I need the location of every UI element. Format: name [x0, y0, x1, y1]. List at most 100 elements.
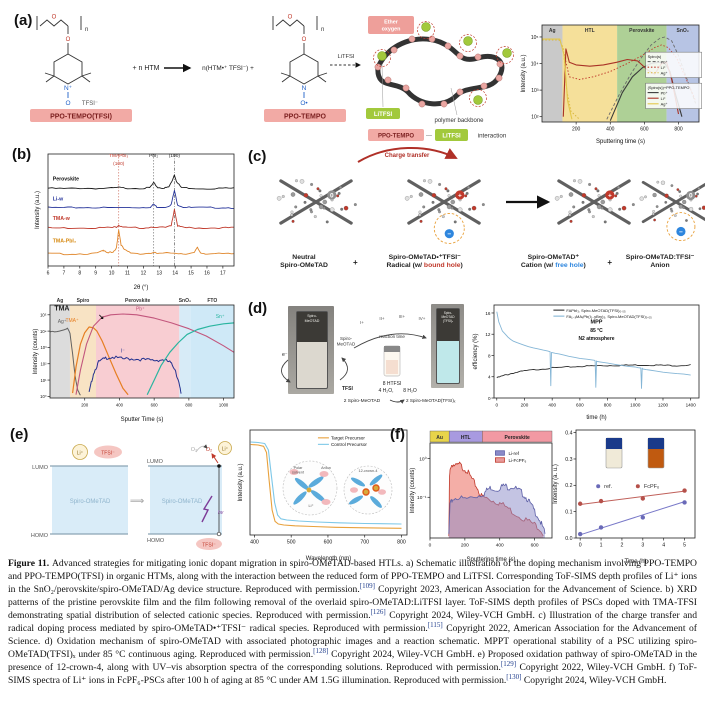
svg-text:Ether: Ether: [384, 20, 399, 26]
svg-text:reaction time: reaction time: [379, 334, 405, 339]
svg-text:(100): (100): [169, 153, 181, 159]
tfsi-badge: [196, 538, 222, 550]
svg-text:PPO-TEMPO: PPO-TEMPO: [284, 114, 327, 121]
svg-text:0.4: 0.4: [565, 430, 572, 436]
svg-text:Perovskite: Perovskite: [504, 435, 530, 441]
svg-text:n: n: [321, 27, 324, 33]
li-intensity-time-chart: 0 1 2 3 4 5 0.0 0.1 0.2 0.3 0.4 Time (h) Intensity (…: [553, 429, 696, 565]
svg-text:12: 12: [485, 332, 491, 337]
svg-text:10⁵: 10⁵: [531, 35, 539, 41]
svg-text:O: O: [302, 37, 307, 43]
svg-text:800: 800: [604, 403, 612, 408]
svg-text:10³: 10³: [40, 345, 47, 350]
svg-text:3: 3: [641, 543, 644, 549]
li-ion-badge: [218, 441, 232, 455]
svg-text:Pb⁺: Pb⁺: [136, 307, 145, 313]
svg-text:2: 2: [620, 543, 623, 549]
spiro-meotad-vial-photo: Spiro- MeOTAD: [288, 306, 334, 394]
svg-text:O₂: O₂: [191, 447, 197, 453]
svg-text:PPO-TEMPO: PPO-TEMPO: [378, 134, 414, 140]
svg-text:TMA-PbI₃: TMA-PbI₃: [53, 238, 77, 244]
plus-sign: +: [607, 258, 612, 267]
svg-text:800: 800: [397, 540, 406, 546]
svg-text:600: 600: [640, 127, 649, 133]
svg-text:O•: O•: [300, 100, 308, 107]
li-tof-sims-depth-profile-chart: Ag HTL Perovskite SnO₂ 200 400 600 800 10² 10³ 10⁴…: [521, 24, 702, 145]
svg-text:TFSI: TFSI: [342, 386, 353, 392]
svg-text:I+: I+: [360, 320, 364, 325]
svg-text:4: 4: [488, 375, 491, 380]
svg-text:0: 0: [579, 543, 582, 549]
ppo-tempo-tfsi-structure: n O O N⁺ O TFSI⁻ PPO-TEMPO(TFSI): [30, 15, 132, 122]
svg-text:6: 6: [47, 271, 50, 277]
svg-text:+: +: [458, 192, 462, 199]
svg-text:I⁻: I⁻: [121, 348, 125, 354]
svg-text:200: 200: [521, 403, 529, 408]
doping-mechanism-scheme: n O O N⁺ O TFSI⁻ PPO-TEMPO(TFSI) + n HTM…: [30, 15, 361, 122]
litfsi-arrow-label: LiTFSI: [337, 54, 354, 60]
svg-text:Perovskite: Perovskite: [125, 298, 151, 304]
svg-text:500: 500: [287, 540, 296, 546]
svg-text:LiTFSI: LiTFSI: [374, 112, 393, 118]
ppo-tempo-label-box: [264, 109, 346, 122]
svg-text:Intensity (a.u.): Intensity (a.u.): [521, 54, 527, 92]
svg-text:Li⁺: Li⁺: [309, 504, 314, 508]
svg-text:Ag⁺: Ag⁺: [58, 319, 67, 325]
svg-text:Pb⁺: Pb⁺: [661, 59, 668, 64]
svg-text:HOMO: HOMO: [31, 533, 49, 539]
svg-text:Perovskite: Perovskite: [53, 177, 79, 183]
svg-text:0: 0: [330, 192, 334, 199]
svg-text:10⁰: 10⁰: [419, 456, 426, 462]
svg-text:Control Precursor: Control Precursor: [331, 442, 367, 447]
svg-text:16: 16: [485, 311, 491, 316]
svg-text:10⁵: 10⁵: [40, 313, 47, 318]
svg-text:1: 1: [600, 543, 603, 549]
svg-text:e⁻: e⁻: [282, 352, 288, 358]
ppo-tempo-tfsi-label-box: [30, 109, 132, 122]
svg-text:Intensity (a.u.): Intensity (a.u.): [238, 463, 244, 501]
spiro-meotad-tfsi-vial-photo: Spiro- MeOTAD (TFSI)ₓ: [431, 304, 464, 388]
ppo-tempo-structure: n O O N O• PPO-TEMPO: [264, 15, 346, 122]
svg-text:O: O: [65, 100, 70, 107]
electron-to-oxygen-arrow: [211, 453, 219, 464]
svg-text:400: 400: [496, 543, 504, 549]
svg-text:IV+: IV+: [419, 316, 426, 321]
charge-transfer-arrow: [357, 146, 458, 163]
svg-text:10⁰: 10⁰: [40, 394, 47, 399]
svg-text:Li-FcPF₆: Li-FcPF₆: [508, 458, 526, 463]
svg-text:10²: 10²: [40, 362, 47, 367]
reaction-scheme-arrow: [389, 399, 405, 404]
implies-arrow: ⟹: [130, 496, 144, 507]
svg-text:TMA⁺: TMA⁺: [65, 318, 79, 324]
svg-text:0.2: 0.2: [565, 483, 572, 489]
svg-text:8: 8: [78, 271, 81, 277]
charge-transfer-molecules: Charge transfer 0 + − + 0 −: [276, 146, 705, 244]
tma-depth-profile-chart: Ag Spiro Perovskite SnO₂ FTO 200 400 600 800 1000…: [33, 298, 235, 423]
svg-text:7: 7: [63, 271, 66, 277]
svg-text:200: 200: [461, 543, 469, 549]
svg-text:4: 4: [662, 543, 665, 549]
svg-text:TFSI⁻: TFSI⁻: [202, 543, 216, 549]
svg-text:5: 5: [683, 543, 686, 549]
svg-text:LUMO: LUMO: [147, 459, 164, 465]
svg-text:TMAPbI₃: TMAPbI₃: [109, 153, 128, 159]
svg-text:Time (h): Time (h): [624, 559, 646, 565]
svg-text:O: O: [52, 15, 57, 21]
svg-text:2 Spiro-MeOTAD(TFSI)ₓ: 2 Spiro-MeOTAD(TFSI)ₓ: [406, 398, 456, 403]
svg-text:Au: Au: [436, 435, 443, 441]
ether-oxygen-label-box: [368, 16, 414, 34]
svg-text:1000: 1000: [630, 403, 641, 408]
svg-text:2 Spiro-MeOTAD: 2 Spiro-MeOTAD: [344, 398, 381, 404]
svg-text:Sputter Time (s): Sputter Time (s): [121, 417, 164, 423]
svg-text:12: 12: [141, 271, 147, 277]
mpp-stability-chart: 0 200 400 600 800 1000 1200 1400 0 4 8 12 16 time (h)…: [473, 304, 700, 421]
electron-cycle-arrow: [281, 359, 291, 383]
svg-text:0: 0: [429, 543, 432, 549]
svg-text:N: N: [302, 85, 307, 92]
svg-text:8 HTFSI: 8 HTFSI: [383, 381, 402, 387]
svg-text:O: O: [66, 37, 71, 43]
svg-text:TMA-w: TMA-w: [53, 216, 71, 222]
svg-text:10²: 10²: [531, 114, 539, 120]
svg-text:600: 600: [151, 403, 159, 408]
svg-text:LUMO: LUMO: [32, 465, 49, 471]
